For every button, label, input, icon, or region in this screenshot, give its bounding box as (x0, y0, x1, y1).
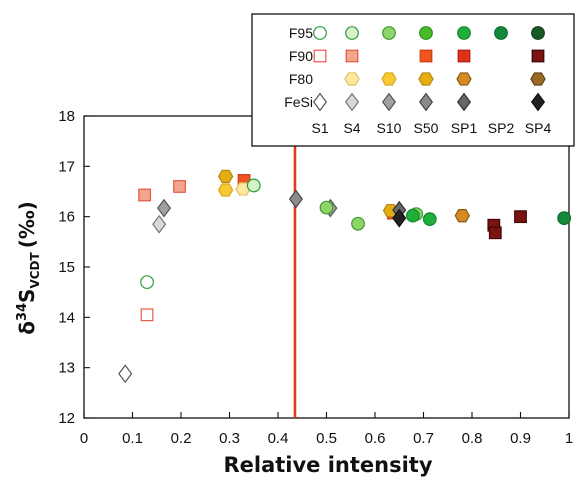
data-point-f90-s4 (173, 180, 186, 193)
y-axis-unit: (‰) (15, 201, 39, 248)
x-tick-label: 0.2 (171, 430, 192, 447)
legend-stage-label: S10 (377, 120, 402, 136)
y-axis-main: S (15, 289, 39, 303)
y-axis-superscript: 34 (15, 303, 30, 321)
y-tick-label: 18 (58, 108, 75, 125)
legend-marker-fesi-s10 (381, 92, 397, 112)
data-point-f95-s10 (351, 216, 365, 231)
legend-marker-f95-s10 (382, 26, 396, 40)
legend-marker-f90-sp1 (457, 49, 471, 63)
legend-marker-f95-sp2 (494, 26, 508, 40)
data-point-f95-s4 (246, 178, 261, 193)
x-tick-label: 0.7 (413, 430, 434, 447)
data-point-f80-s10 (217, 183, 234, 197)
data-point-fesi-s50 (288, 189, 303, 209)
y-axis-title: δ34SVCDT (‰) (15, 201, 42, 335)
legend-marker-f90-sp4 (531, 49, 545, 63)
legend-marker-f90-s4 (345, 49, 359, 63)
legend-stage-label: SP1 (451, 120, 478, 136)
legend-stage-label: SP4 (525, 120, 552, 136)
legend-marker-f80-sp1 (456, 72, 472, 86)
legend: F95 F90 F80 FeSi S1 S4 S10 S50 SP1 SP2 SP4 (251, 13, 575, 147)
x-tick-label: 0.6 (365, 430, 386, 447)
data-point-f95-sp1 (405, 208, 420, 223)
data-point-f80-s4 (235, 182, 251, 196)
y-axis-delta: δ (15, 321, 39, 335)
legend-group-label: F90 (289, 48, 313, 64)
x-tick-label: 0.9 (510, 430, 531, 447)
svg-text:δ34SVCDT(‰): δ34SVCDT (‰) (15, 201, 42, 335)
data-point-f90-sp4 (514, 210, 527, 224)
legend-marker-fesi-s1 (312, 92, 328, 112)
x-tick-label: 0.1 (122, 430, 143, 447)
legend-group-label: FeSi (284, 94, 313, 110)
data-point-f95-sp1 (422, 212, 437, 227)
x-tick-label: 0.3 (219, 430, 240, 447)
legend-marker-fesi-sp1 (456, 92, 472, 112)
data-point-f95-s1 (140, 275, 154, 290)
legend-stage-label: S1 (311, 120, 328, 136)
data-point-f95-sp2 (557, 211, 572, 226)
legend-marker-f80-s10 (381, 72, 397, 86)
x-tick-label: 0.4 (268, 430, 289, 447)
data-point-fesi-sp4 (392, 208, 407, 228)
data-point-f90-s1 (140, 308, 154, 322)
legend-marker-f80-sp4 (530, 72, 546, 86)
legend-marker-f95-sp1 (457, 26, 471, 40)
legend-marker-f90-s50 (419, 49, 433, 63)
legend-marker-fesi-s50 (418, 92, 434, 112)
legend-stage-label: S4 (343, 120, 360, 136)
y-tick-label: 15 (58, 259, 75, 276)
x-tick-label: 1 (565, 430, 573, 447)
data-point-f95-s10 (319, 200, 334, 215)
y-axis-subscript: VCDT (28, 251, 42, 288)
y-tick-label: 14 (58, 309, 75, 326)
legend-marker-f80-s50 (418, 72, 434, 86)
x-axis-title: Relative intensity (223, 453, 432, 477)
data-point-f90-sp4 (488, 226, 502, 240)
legend-stage-label: SP2 (488, 120, 515, 136)
legend-stage-label: S50 (414, 120, 439, 136)
legend-marker-f95-s4 (345, 26, 359, 40)
x-tick-label: 0.5 (316, 430, 337, 447)
y-tick-label: 13 (58, 360, 75, 377)
data-point-f80-sp1 (454, 209, 470, 223)
legend-group-label: F95 (289, 25, 313, 41)
legend-marker-f90-s1 (313, 49, 327, 63)
legend-group-label: F80 (289, 71, 313, 87)
legend-box (251, 13, 575, 147)
x-tick-label: 0.8 (462, 430, 483, 447)
data-point-fesi-s1 (118, 364, 133, 384)
y-tick-label: 17 (58, 158, 75, 175)
plot-frame (83, 115, 570, 419)
legend-marker-f95-s50 (419, 26, 433, 40)
data-point-f90-s4 (138, 188, 152, 202)
data-point-fesi-s4 (152, 214, 167, 234)
x-tick-label: 0 (80, 430, 88, 447)
y-tick-label: 12 (58, 410, 75, 427)
legend-marker-f95-sp4 (531, 26, 545, 40)
legend-marker-f95-s1 (313, 26, 327, 40)
y-tick-label: 16 (58, 209, 75, 226)
data-point-f80-s50 (217, 169, 234, 184)
legend-marker-f80-s4 (344, 72, 360, 86)
plot-area: 0 0.1 0.2 0.3 0.4 0.5 0.6 0.7 0.8 0.9 1 12 13 14 15 16 1… (58, 108, 573, 447)
data-point-fesi-s10 (156, 198, 172, 218)
legend-marker-fesi-sp4 (530, 92, 546, 112)
legend-marker-fesi-s4 (344, 92, 360, 112)
